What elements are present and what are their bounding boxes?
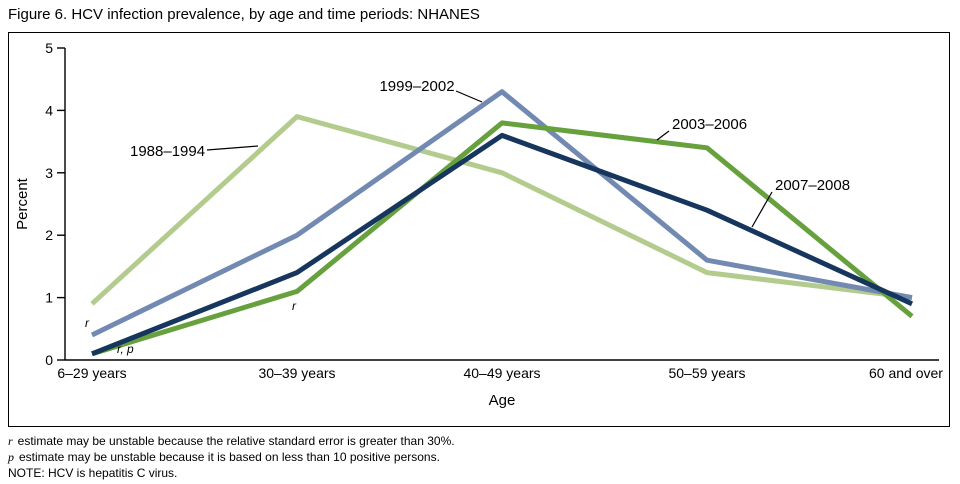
x-tick-label: 30–39 years <box>258 365 335 381</box>
y-tick-label: 2 <box>45 227 53 243</box>
series-line-2 <box>91 120 914 357</box>
series-label-leader <box>455 90 483 103</box>
series-label: 2003–2006 <box>672 116 747 133</box>
figure-title: Figure 6. HCV infection prevalence, by a… <box>8 6 480 23</box>
unstable-estimate-flag: r, p <box>117 342 134 356</box>
series-line-3 <box>91 132 914 357</box>
x-axis-title: Age <box>489 392 516 409</box>
series-label-leader <box>206 145 259 151</box>
footnote-r: r estimate may be unstable because the re… <box>8 433 455 449</box>
x-tick-label: 60 and over <box>869 365 943 381</box>
x-tick-label: 50–59 years <box>668 365 745 381</box>
series-label: 1999–2002 <box>379 78 454 95</box>
unstable-estimate-flag: r <box>292 299 297 313</box>
y-tick-label: 3 <box>45 165 53 181</box>
series-line-1 <box>90 89 913 338</box>
series-label: 1988–1994 <box>130 143 205 160</box>
footnote-p: p estimate may be unstable because it is … <box>8 449 455 465</box>
y-axis-title: Percent <box>14 177 31 230</box>
x-tick-label: 6–29 years <box>57 365 126 381</box>
unstable-estimate-flag: r <box>85 316 90 330</box>
y-tick-label: 1 <box>45 290 53 306</box>
footnotes: r estimate may be unstable because the re… <box>8 433 455 481</box>
chart-area: 0 1 2 3 4 5 6–29 years 30–39 years 40–49 years 50… <box>8 32 950 427</box>
y-tick-label: 4 <box>45 102 53 118</box>
y-tick-label: 0 <box>45 352 53 368</box>
footnote-r-symbol: r <box>8 434 13 448</box>
footnote-p-text: estimate may be unstable because it is b… <box>19 450 440 464</box>
x-tick-label: 40–49 years <box>463 365 540 381</box>
series-label: 2007–2008 <box>775 177 850 194</box>
footnote-r-text: estimate may be unstable because the rel… <box>17 434 455 448</box>
line-chart: 0 1 2 3 4 5 6–29 years 30–39 years 40–49 years 50… <box>14 40 943 409</box>
series-label-leader <box>751 191 773 228</box>
series-label-leader <box>656 130 670 141</box>
y-tick-label: 5 <box>45 40 53 56</box>
series-line-0 <box>90 114 913 306</box>
footnote-p-symbol: p <box>8 450 14 464</box>
footnote-note: NOTE: HCV is hepatitis C virus. <box>8 466 178 480</box>
